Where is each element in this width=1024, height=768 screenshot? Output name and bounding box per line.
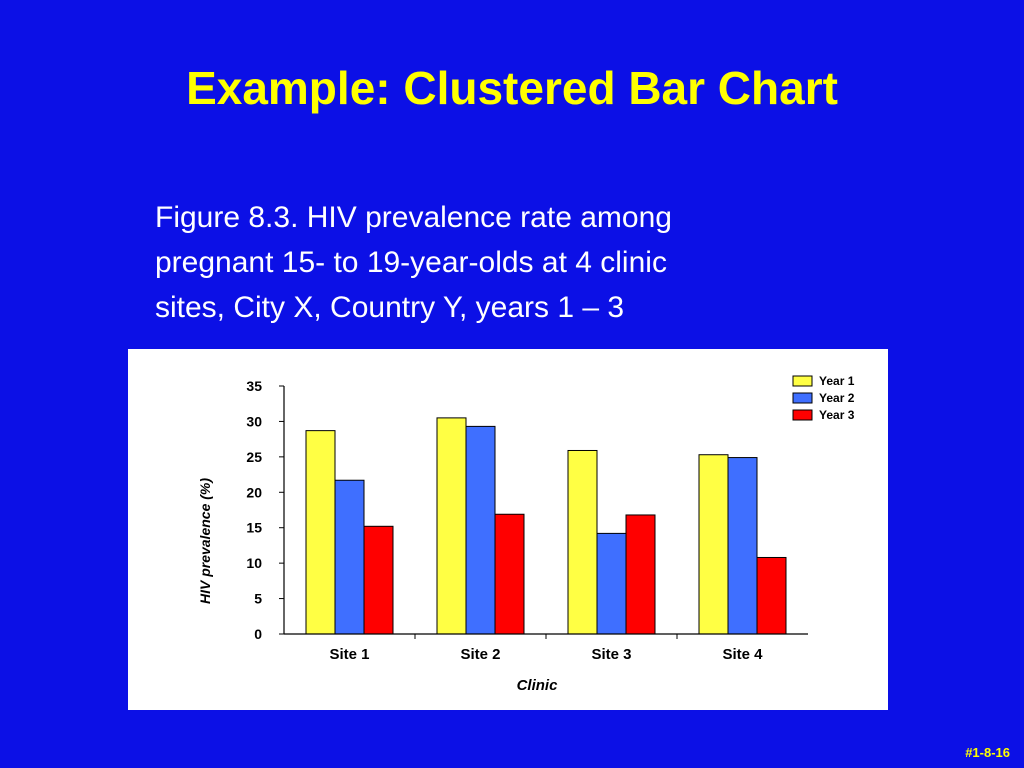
y-axis-label: HIV prevalence (%)	[197, 478, 213, 604]
bar	[465, 425, 496, 635]
x-tick-label: Site 4	[722, 646, 763, 663]
x-tick-label: Site 1	[329, 646, 369, 663]
x-axis-label: Clinic	[517, 677, 558, 694]
bar	[567, 449, 598, 635]
slide-title: Example: Clustered Bar Chart	[186, 62, 838, 114]
y-tick-label: 0	[254, 626, 262, 642]
legend-swatch	[792, 392, 813, 404]
x-tick-label: Site 3	[591, 646, 631, 663]
caption-line: sites, City X, Country Y, years 1 – 3	[155, 291, 625, 324]
chart-panel: Site 1 Site 2 Site 3 Site 4 0 5 10 15 20 25 30 35 Y…	[128, 349, 888, 710]
y-tick-label: 35	[246, 378, 262, 394]
legend-label: Year 2	[819, 391, 855, 405]
bar	[363, 525, 394, 635]
bar	[305, 430, 336, 635]
legend-swatch	[792, 375, 813, 387]
bar	[727, 457, 758, 635]
y-tick-label: 15	[246, 520, 262, 536]
chart-legend: Year 1 Year 2 Year 3	[792, 374, 855, 422]
bar	[596, 532, 627, 635]
legend-swatch	[792, 409, 813, 421]
caption-line: Figure 8.3. HIV prevalence rate among	[155, 201, 672, 234]
y-tick-label: 5	[254, 591, 262, 607]
bar	[494, 513, 525, 635]
slide-number: #1-8-16	[965, 745, 1010, 760]
bar	[625, 514, 656, 635]
figure-caption: Figure 8.3. HIV prevalence rate among pr…	[155, 195, 895, 330]
bars-layer	[305, 417, 787, 635]
y-tick-label: 20	[246, 484, 262, 500]
axes-layer: Site 1 Site 2 Site 3 Site 4 0 5 10 15 20 25 30 35	[246, 378, 808, 663]
legend-label: Year 1	[819, 374, 855, 388]
y-tick-label: 25	[246, 449, 262, 465]
bar	[756, 556, 787, 635]
y-tick-label: 10	[246, 555, 262, 571]
x-tick-label: Site 2	[460, 646, 500, 663]
caption-line: pregnant 15- to 19-year-olds at 4 clinic	[155, 246, 667, 279]
legend-label: Year 3	[819, 408, 855, 422]
y-tick-label: 30	[246, 413, 262, 429]
bar	[698, 454, 729, 635]
bar	[334, 479, 365, 635]
bar	[436, 417, 467, 635]
clustered-bar-chart: Site 1 Site 2 Site 3 Site 4 0 5 10 15 20 25 30 35 Y…	[197, 374, 855, 694]
